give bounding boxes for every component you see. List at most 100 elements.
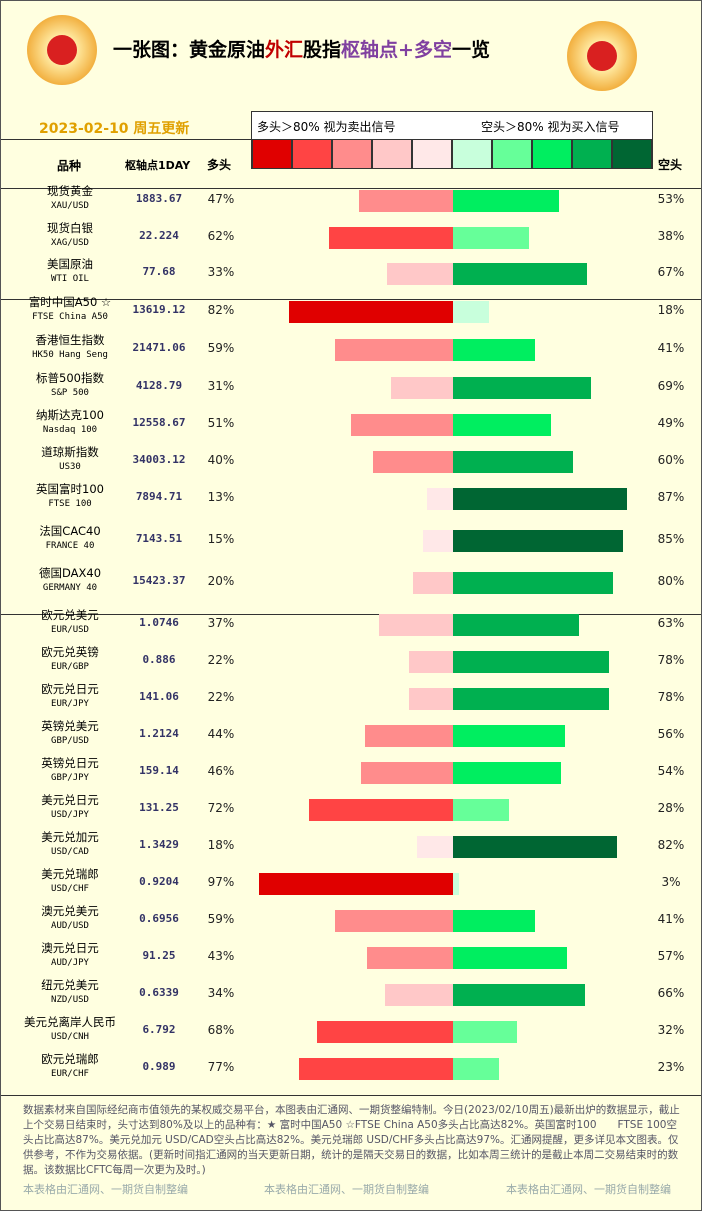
instrument-code: S&P 500 bbox=[51, 388, 89, 398]
long-bar bbox=[329, 227, 453, 249]
pivot-value: 1.3429 bbox=[139, 838, 179, 851]
short-bar bbox=[453, 762, 561, 784]
instrument-name: 英国富时100 bbox=[36, 482, 104, 496]
short-label: 69% bbox=[657, 379, 685, 393]
long-label: 22% bbox=[207, 653, 235, 667]
instrument-code: USD/CAD bbox=[51, 847, 89, 857]
short-label: 41% bbox=[657, 912, 685, 926]
short-label: 78% bbox=[657, 690, 685, 704]
long-label: 68% bbox=[207, 1023, 235, 1037]
long-label: 47% bbox=[207, 192, 235, 206]
long-label: 51% bbox=[207, 416, 235, 430]
short-label: 56% bbox=[657, 727, 685, 741]
title: 一张图：黄金原油外汇股指枢轴点+多空一览 bbox=[113, 35, 490, 62]
watermark: 本表格由汇通网、一期货自制整编 bbox=[506, 1183, 671, 1196]
short-bar bbox=[453, 799, 509, 821]
legend-swatch bbox=[252, 139, 292, 169]
short-bar bbox=[453, 836, 617, 858]
short-bar bbox=[453, 451, 573, 473]
long-bar bbox=[379, 614, 453, 636]
instrument-name: 欧元兑美元 bbox=[41, 608, 99, 622]
long-bar bbox=[259, 873, 453, 895]
instrument-name: 澳元兑美元 bbox=[41, 904, 99, 918]
short-label: 54% bbox=[657, 764, 685, 778]
title-part: 外汇 bbox=[265, 39, 304, 61]
title-part: 枢轴点+多空 bbox=[341, 39, 452, 61]
short-label: 38% bbox=[657, 229, 685, 243]
pivot-value: 159.14 bbox=[139, 764, 179, 777]
legend-short: 空头＞80% 视为买入信号 bbox=[481, 120, 620, 134]
short-label: 3% bbox=[661, 875, 681, 889]
long-label: 82% bbox=[207, 303, 235, 317]
legend-swatch bbox=[452, 139, 492, 169]
instrument-code: USD/JPY bbox=[51, 810, 89, 820]
long-label: 20% bbox=[207, 574, 235, 588]
long-label: 59% bbox=[207, 912, 235, 926]
title-part: 一张图：黄金原油 bbox=[113, 39, 266, 61]
legend-swatch bbox=[292, 139, 332, 169]
col-pivot: 枢轴点1DAY bbox=[125, 159, 191, 172]
short-bar bbox=[453, 414, 551, 436]
short-label: 80% bbox=[657, 574, 685, 588]
short-bar bbox=[453, 190, 559, 212]
pivot-value: 12558.67 bbox=[132, 416, 186, 429]
long-label: 62% bbox=[207, 229, 235, 243]
long-label: 44% bbox=[207, 727, 235, 741]
instrument-code: EUR/USD bbox=[51, 625, 89, 635]
instrument-name: 现货白银 bbox=[47, 221, 93, 235]
long-label: 59% bbox=[207, 341, 235, 355]
logo bbox=[567, 21, 637, 91]
long-label: 46% bbox=[207, 764, 235, 778]
instrument-name: 德国DAX40 bbox=[38, 566, 102, 580]
long-bar bbox=[413, 572, 453, 594]
long-bar bbox=[367, 947, 453, 969]
legend-swatch bbox=[572, 139, 612, 169]
instrument-code: HK50 Hang Seng bbox=[32, 350, 108, 360]
long-label: 33% bbox=[207, 265, 235, 279]
title-part: 股指 bbox=[303, 39, 342, 61]
instrument-name: 英镑兑日元 bbox=[41, 756, 99, 770]
long-bar bbox=[387, 263, 453, 285]
instrument-code: Nasdaq 100 bbox=[42, 425, 98, 435]
instrument-code: EUR/GBP bbox=[51, 662, 89, 672]
long-label: 72% bbox=[207, 801, 235, 815]
short-bar bbox=[453, 339, 535, 361]
instrument-code: USD/CNH bbox=[51, 1032, 89, 1042]
instrument-code: FTSE 100 bbox=[48, 499, 92, 509]
instrument-name: 法国CAC40 bbox=[39, 524, 101, 538]
long-label: 31% bbox=[207, 379, 235, 393]
long-bar bbox=[317, 1021, 453, 1043]
pivot-value: 141.06 bbox=[139, 690, 179, 703]
short-bar bbox=[453, 725, 565, 747]
long-label: 22% bbox=[207, 690, 235, 704]
short-label: 60% bbox=[657, 453, 685, 467]
watermark: 本表格由汇通网、一期货自制整编 bbox=[23, 1183, 188, 1196]
long-label: 77% bbox=[207, 1060, 235, 1074]
long-label: 15% bbox=[207, 532, 235, 546]
logo bbox=[27, 15, 97, 85]
instrument-name: 纽元兑美元 bbox=[41, 978, 99, 992]
short-bar bbox=[453, 910, 535, 932]
instrument-code: AUD/USD bbox=[51, 921, 89, 931]
instrument-name: 美元兑离岸人民币 bbox=[24, 1015, 116, 1029]
instrument-name: 道琼斯指数 bbox=[41, 445, 99, 459]
instrument-code: GERMANY 40 bbox=[42, 583, 98, 593]
pivot-value: 6.792 bbox=[142, 1023, 176, 1036]
long-label: 13% bbox=[207, 490, 235, 504]
long-label: 37% bbox=[207, 616, 235, 630]
legend-swatch bbox=[332, 139, 372, 169]
short-bar bbox=[453, 227, 529, 249]
long-bar bbox=[351, 414, 453, 436]
pivot-value: 1.2124 bbox=[139, 727, 179, 740]
short-label: 85% bbox=[657, 532, 685, 546]
instrument-code: XAU/USD bbox=[51, 201, 89, 211]
instrument-code: WTI OIL bbox=[51, 274, 89, 284]
instrument-name: 美国原油 bbox=[47, 257, 93, 271]
long-bar bbox=[299, 1058, 453, 1080]
pivot-value: 91.25 bbox=[142, 949, 176, 962]
pivot-value: 0.9204 bbox=[139, 875, 179, 888]
long-label: 18% bbox=[207, 838, 235, 852]
short-label: 41% bbox=[657, 341, 685, 355]
short-bar bbox=[453, 530, 623, 552]
instrument-name: 现货黄金 bbox=[47, 184, 93, 198]
